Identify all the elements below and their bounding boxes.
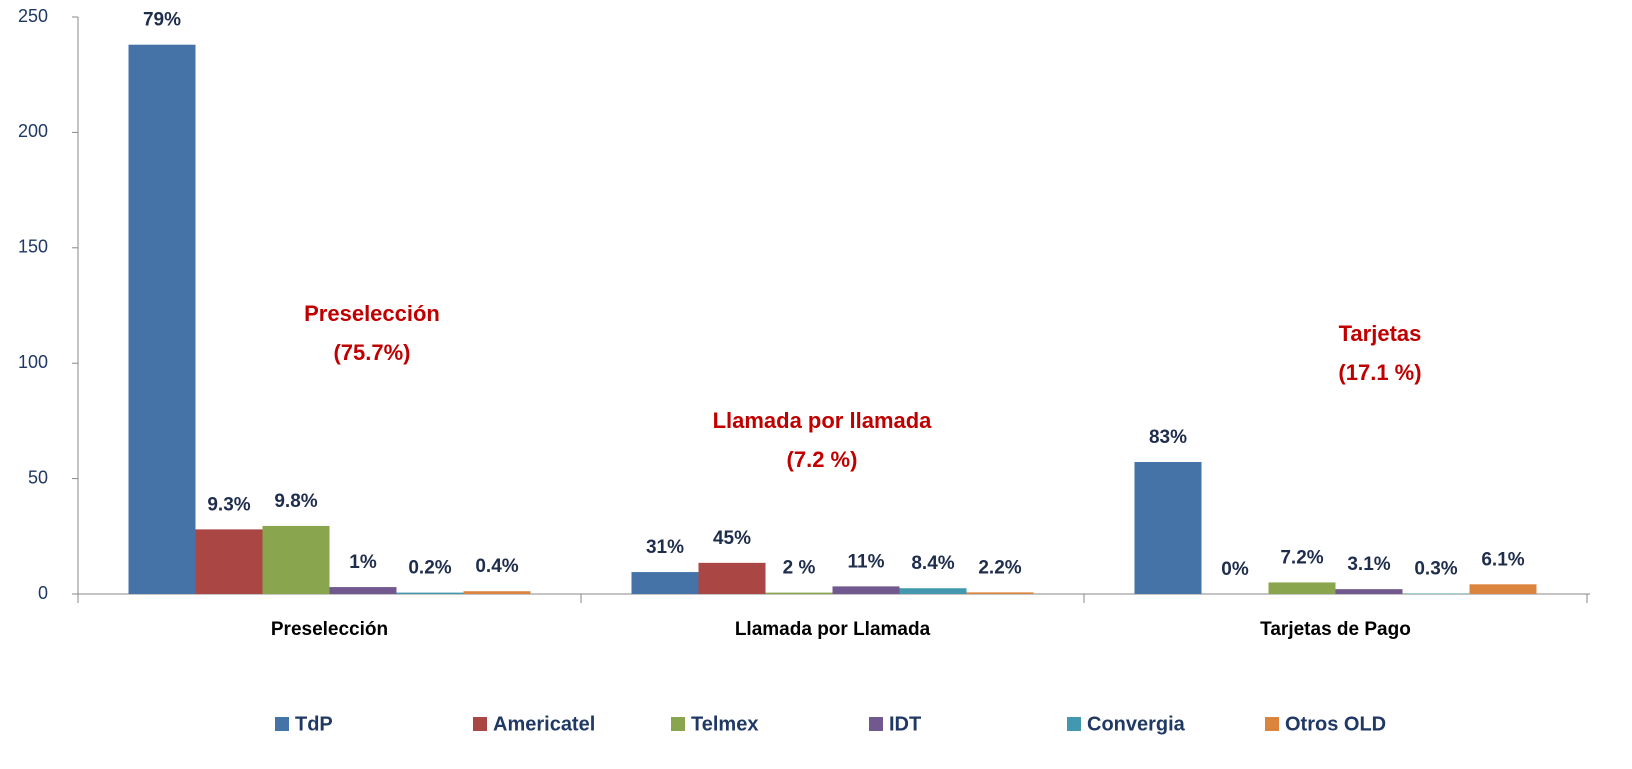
bar xyxy=(765,592,833,594)
y-tick-label: 100 xyxy=(18,352,48,372)
annotation: Preselección xyxy=(304,301,440,326)
legend-swatch xyxy=(869,717,883,731)
x-tick-label: Llamada por Llamada xyxy=(735,619,931,640)
percent-label: 0.4% xyxy=(475,556,518,577)
percent-label: 45% xyxy=(713,528,751,549)
percent-label: 7.2% xyxy=(1280,547,1323,568)
y-tick-label: 200 xyxy=(18,121,48,141)
percent-label: 31% xyxy=(646,537,684,558)
x-tick-label: Tarjetas de Pago xyxy=(1260,619,1411,640)
bar xyxy=(463,591,531,594)
percent-label: 9.3% xyxy=(207,494,250,515)
legend-swatch xyxy=(275,717,289,731)
legend-swatch xyxy=(1067,717,1081,731)
legend-label: Convergia xyxy=(1087,713,1186,735)
percent-label: 8.4% xyxy=(911,553,954,574)
bar xyxy=(631,572,699,594)
y-tick-label: 50 xyxy=(28,467,48,487)
annotation: (75.7%) xyxy=(333,340,410,365)
legend-swatch xyxy=(473,717,487,731)
bar xyxy=(698,562,766,594)
y-tick-label: 250 xyxy=(18,6,48,26)
bar xyxy=(262,525,330,594)
percent-label: 0% xyxy=(1221,559,1249,580)
percent-label: 2 % xyxy=(783,558,816,579)
bar xyxy=(1469,584,1537,594)
bar xyxy=(195,529,263,594)
y-tick-label: 0 xyxy=(38,583,48,603)
bar xyxy=(966,592,1034,594)
bar xyxy=(899,588,967,594)
legend-label: Telmex xyxy=(691,713,758,735)
annotation: Llamada por llamada xyxy=(713,408,933,433)
legend-swatch xyxy=(671,717,685,731)
legend-label: TdP xyxy=(295,713,333,735)
y-tick-label: 150 xyxy=(18,237,48,257)
annotation: Tarjetas xyxy=(1339,321,1422,346)
bar xyxy=(832,586,900,594)
percent-label: 79% xyxy=(143,10,181,31)
percent-label: 11% xyxy=(848,551,885,572)
annotation: (17.1 %) xyxy=(1338,360,1421,385)
bar xyxy=(128,44,196,595)
bar xyxy=(396,592,464,594)
percent-label: 0.2% xyxy=(408,558,451,579)
legend-label: Americatel xyxy=(493,713,595,735)
percent-label: 9.8% xyxy=(274,491,317,512)
bar xyxy=(1335,589,1403,594)
bar xyxy=(329,587,397,594)
legend-label: IDT xyxy=(889,713,921,735)
percent-label: 2.2% xyxy=(978,557,1021,578)
bar xyxy=(1268,582,1336,594)
percent-label: 6.1% xyxy=(1481,549,1524,570)
x-tick-label: Preselección xyxy=(271,619,388,640)
legend-label: Otros OLD xyxy=(1285,713,1386,735)
percent-label: 83% xyxy=(1149,427,1187,448)
annotation: (7.2 %) xyxy=(787,447,858,472)
percent-label: 3.1% xyxy=(1347,554,1390,575)
percent-label: 1% xyxy=(349,552,377,573)
bar xyxy=(1134,461,1202,594)
percent-label: 0.3% xyxy=(1414,559,1457,580)
legend-swatch xyxy=(1265,717,1279,731)
